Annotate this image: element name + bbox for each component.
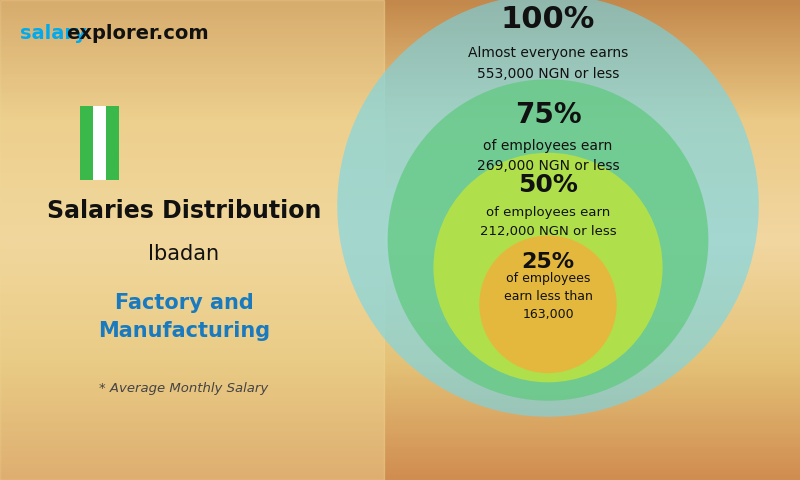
Text: salary: salary bbox=[20, 24, 86, 43]
Circle shape bbox=[479, 235, 617, 373]
Text: Ibadan: Ibadan bbox=[149, 244, 219, 264]
FancyBboxPatch shape bbox=[106, 106, 119, 180]
Text: 100%: 100% bbox=[501, 5, 595, 34]
Text: 75%: 75% bbox=[514, 101, 582, 129]
Text: of employees earn
212,000 NGN or less: of employees earn 212,000 NGN or less bbox=[480, 205, 616, 238]
FancyBboxPatch shape bbox=[80, 106, 93, 180]
Circle shape bbox=[434, 153, 662, 383]
Text: * Average Monthly Salary: * Average Monthly Salary bbox=[99, 382, 269, 396]
Text: 25%: 25% bbox=[522, 252, 574, 272]
Text: Almost everyone earns
553,000 NGN or less: Almost everyone earns 553,000 NGN or les… bbox=[468, 46, 628, 81]
Text: Factory and
Manufacturing: Factory and Manufacturing bbox=[98, 293, 270, 341]
Text: of employees earn
269,000 NGN or less: of employees earn 269,000 NGN or less bbox=[477, 139, 619, 173]
Circle shape bbox=[338, 0, 758, 417]
Circle shape bbox=[388, 79, 708, 401]
FancyBboxPatch shape bbox=[93, 106, 106, 180]
Text: of employees
earn less than
163,000: of employees earn less than 163,000 bbox=[503, 272, 593, 321]
Text: explorer.com: explorer.com bbox=[66, 24, 209, 43]
Text: Salaries Distribution: Salaries Distribution bbox=[47, 199, 321, 223]
Text: 50%: 50% bbox=[518, 173, 578, 197]
